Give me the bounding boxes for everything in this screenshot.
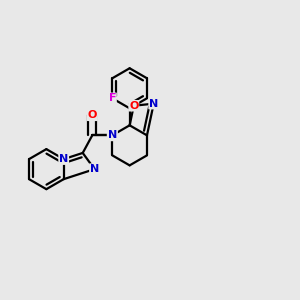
- Text: N: N: [90, 164, 99, 174]
- Text: F: F: [109, 93, 116, 103]
- Text: N: N: [108, 130, 117, 140]
- Text: O: O: [129, 101, 139, 111]
- Text: N: N: [108, 130, 117, 140]
- Text: N: N: [59, 154, 68, 164]
- Text: O: O: [88, 110, 97, 120]
- Text: N: N: [149, 99, 158, 109]
